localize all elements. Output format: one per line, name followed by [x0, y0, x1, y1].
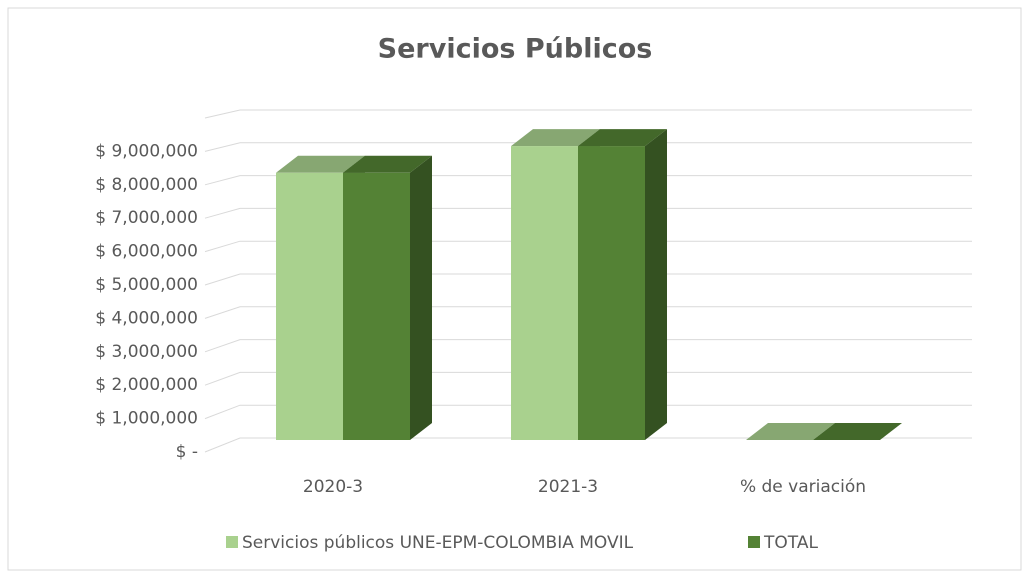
- y-tick-label: $ 2,000,000: [95, 375, 198, 395]
- y-tick-label: $ 9,000,000: [95, 141, 198, 161]
- bar: [813, 423, 902, 440]
- grid-line: [204, 371, 972, 386]
- grid-line: [204, 339, 972, 353]
- bar-front: [276, 172, 343, 441]
- grid-line: [204, 109, 972, 119]
- grid-line: [204, 404, 972, 420]
- bars: [276, 129, 902, 441]
- grid-line: [204, 437, 972, 453]
- grid-line: [204, 240, 972, 253]
- legend-label: Servicios públicos UNE-EPM-COLOMBIA MOVI…: [242, 533, 634, 553]
- y-tick-label: $ 5,000,000: [95, 275, 198, 295]
- x-tick-label: 2021-3: [538, 477, 598, 497]
- y-tick-label: $ 3,000,000: [95, 342, 198, 362]
- bar-top: [511, 129, 600, 147]
- bar-side: [410, 155, 432, 441]
- x-tick-label: 2020-3: [303, 477, 363, 497]
- y-tick-label: $ 6,000,000: [95, 242, 198, 262]
- grid-line: [204, 207, 972, 219]
- grid: [204, 109, 972, 453]
- bar-top: [813, 423, 902, 440]
- bar: [343, 155, 432, 441]
- y-tick-label: $ 1,000,000: [95, 409, 198, 429]
- y-tick-label: $ 8,000,000: [95, 175, 198, 195]
- y-tick-label: $ 4,000,000: [95, 308, 198, 328]
- grid-line: [204, 306, 972, 319]
- bar: [578, 129, 667, 440]
- y-tick-label: $ 7,000,000: [95, 208, 198, 228]
- bar-front: [511, 146, 578, 440]
- grid-line: [204, 175, 972, 186]
- y-tick-label: $ -: [176, 442, 198, 462]
- bar-top: [578, 129, 667, 147]
- bar: [746, 423, 835, 440]
- bar-top: [276, 155, 365, 173]
- legend-label: TOTAL: [763, 533, 818, 553]
- bar-front: [578, 146, 645, 440]
- grid-line: [204, 142, 972, 152]
- legend-swatch: [226, 536, 238, 548]
- bar-side: [645, 129, 667, 440]
- bar-front: [343, 172, 410, 441]
- bar-top: [746, 423, 835, 440]
- bar-top: [343, 155, 432, 173]
- x-tick-label: % de variación: [740, 477, 866, 497]
- legend-swatch: [748, 536, 760, 548]
- grid-line: [204, 273, 972, 286]
- chart-title: Servicios Públicos: [378, 34, 653, 65]
